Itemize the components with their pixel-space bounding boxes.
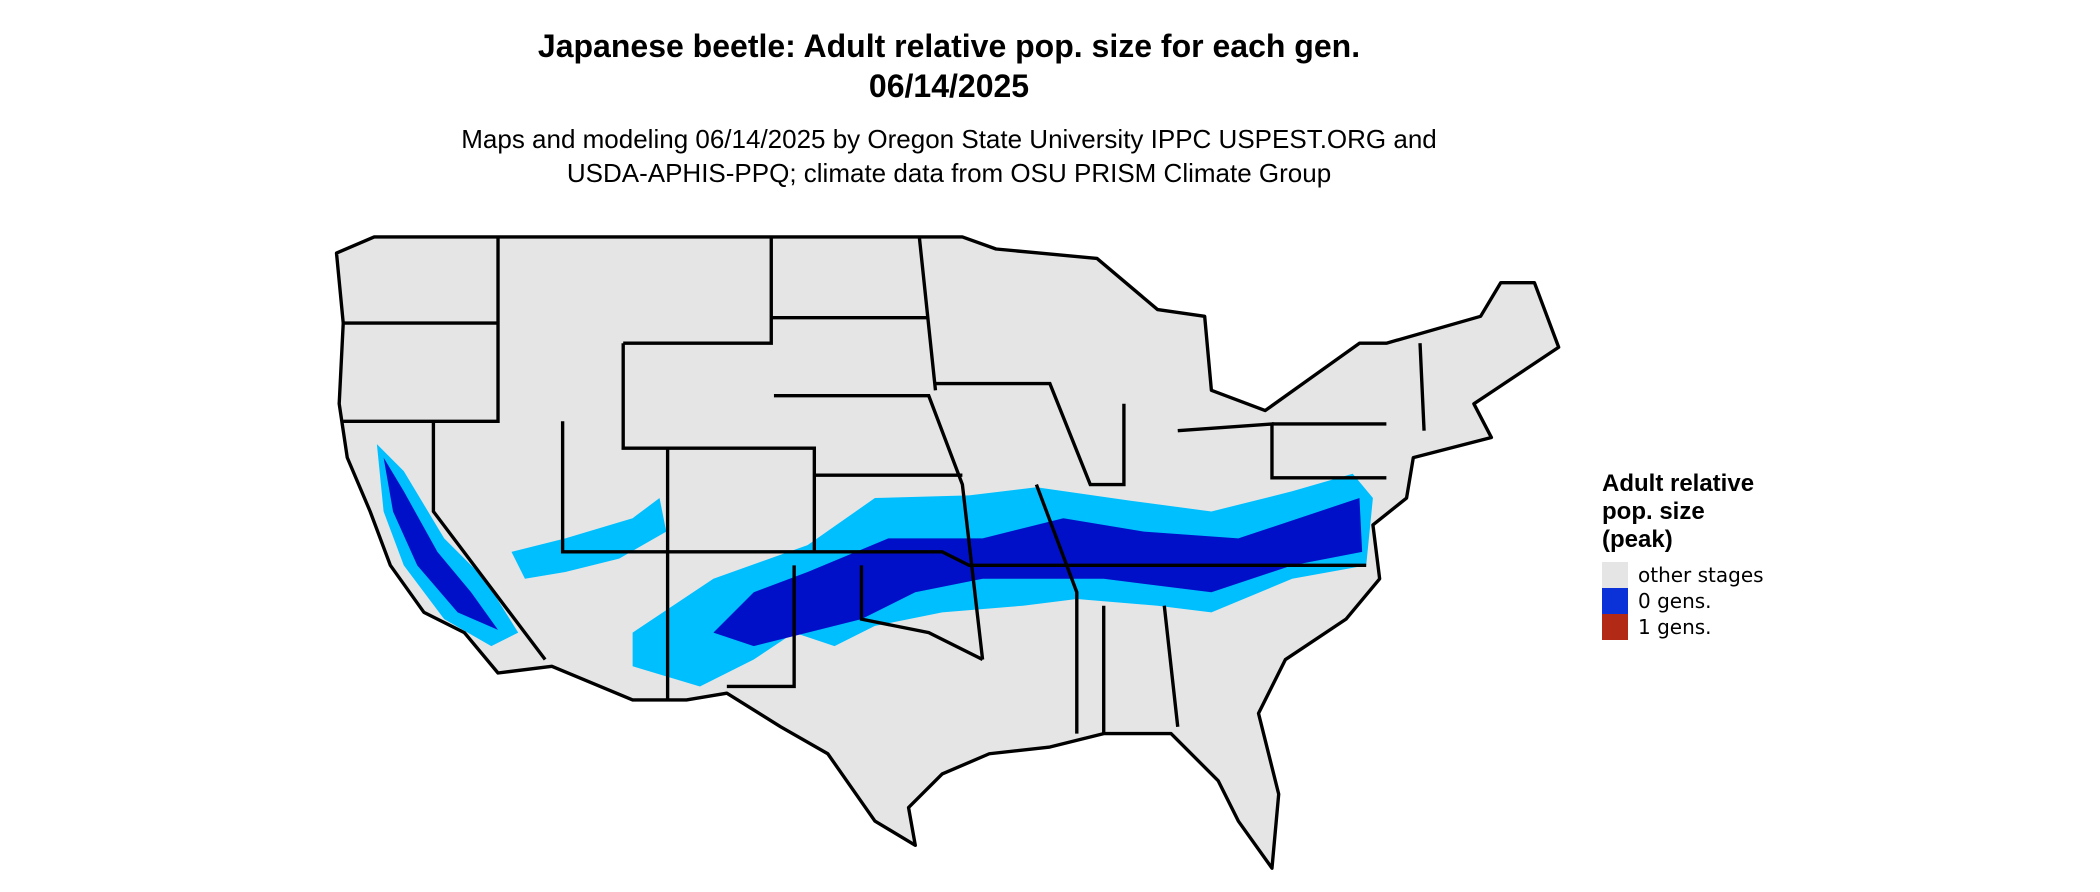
legend-swatch <box>1602 614 1628 640</box>
date: 06/14/2025 <box>869 68 1029 104</box>
subtitle: Maps and modeling 06/14/2025 by Oregon S… <box>461 124 1437 154</box>
legend-title: Adult relative <box>1602 470 1754 497</box>
state-borders <box>343 236 1426 734</box>
legend-title: (peak) <box>1602 526 1673 553</box>
legend-label: 0 gens. <box>1638 589 1712 613</box>
legend-swatch <box>1602 588 1628 614</box>
legend-title: pop. size <box>1602 498 1705 525</box>
legend-label: 1 gens. <box>1638 615 1712 639</box>
map <box>334 235 1561 870</box>
legend-label: other stages <box>1638 563 1764 587</box>
legend-swatch <box>1602 562 1628 588</box>
title: Japanese beetle: Adult relative pop. siz… <box>538 28 1360 64</box>
subtitle: USDA-APHIS-PPQ; climate data from OSU PR… <box>567 158 1331 188</box>
risk-area <box>376 444 1373 687</box>
